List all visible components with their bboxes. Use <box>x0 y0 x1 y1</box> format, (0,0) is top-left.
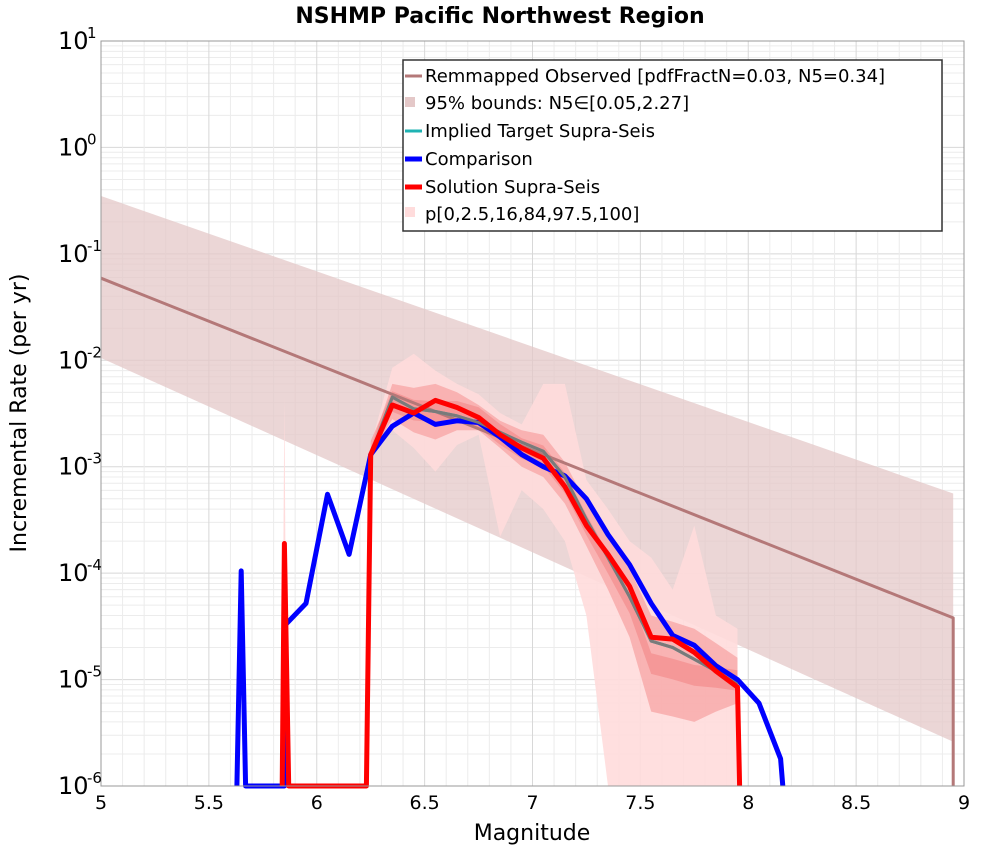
legend-label: Implied Target Supra-Seis <box>425 121 655 142</box>
x-tick-label: 5 <box>95 792 107 814</box>
plot-frame <box>100 40 965 787</box>
y-tick-label: 10-3 <box>58 450 102 481</box>
legend-item-implied-target: Implied Target Supra-Seis <box>405 121 655 142</box>
legend-item-95-bounds: 95% bounds: N5∈[0.05,2.27] <box>405 93 689 114</box>
y-tick-base: 10 <box>58 240 89 268</box>
y-tick-exponent: -3 <box>87 450 102 468</box>
y-tick-base: 10 <box>58 346 89 374</box>
x-tick-label: 5.5 <box>194 792 224 814</box>
legend-label: Remmapped Observed [pdfFractN=0.03, N5=0… <box>425 66 885 87</box>
y-tick-exponent: 0 <box>87 130 97 148</box>
x-tick-label: 6 <box>311 792 323 814</box>
chart-title: NSHMP Pacific Northwest Region <box>295 4 704 29</box>
y-tick-exponent: -6 <box>87 769 102 787</box>
y-tick-base: 10 <box>58 559 89 587</box>
y-tick-label: 100 <box>58 130 97 161</box>
x-tick-label: 8.5 <box>841 792 871 814</box>
legend-item-comparison: Comparison <box>405 149 533 170</box>
legend-item-percentiles: p[0,2.5,16,84,97.5,100] <box>405 204 639 225</box>
y-tick-exponent: -1 <box>87 237 102 255</box>
legend: Remmapped Observed [pdfFractN=0.03, N5=0… <box>402 59 943 232</box>
y-axis-label: Incremental Rate (per yr) <box>7 274 32 553</box>
x-tick-label: 9 <box>958 792 970 814</box>
y-tick-base: 10 <box>58 27 89 55</box>
y-tick-base: 10 <box>58 133 89 161</box>
y-tick-label: 10-2 <box>58 343 102 374</box>
y-tick-base: 10 <box>58 453 89 481</box>
legend-box <box>402 59 943 232</box>
x-tick-label: 7 <box>526 792 538 814</box>
y-tick-exponent: 1 <box>87 24 97 42</box>
x-tick-label: 6.5 <box>410 792 440 814</box>
legend-item-solution: Solution Supra-Seis <box>405 177 600 198</box>
y-tick-label: 10-1 <box>58 237 102 268</box>
x-tick-label: 7.5 <box>625 792 655 814</box>
y-tick-exponent: -5 <box>87 663 102 681</box>
legend-swatch <box>405 207 415 217</box>
y-tick-base: 10 <box>58 666 89 694</box>
y-tick-label: 10-5 <box>58 663 102 694</box>
band-percentile-mid <box>370 383 738 722</box>
x-axis-ticks: 5 5.5 6 6.5 7 7.5 8 8.5 9 <box>95 792 970 814</box>
legend-item-remapped-observed: Remmapped Observed [pdfFractN=0.03, N5=0… <box>405 66 885 87</box>
legend-label: p[0,2.5,16,84,97.5,100] <box>425 204 639 225</box>
series-lines <box>100 276 955 789</box>
legend-label: Solution Supra-Seis <box>425 177 600 198</box>
legend-label: Comparison <box>425 149 533 170</box>
y-tick-exponent: -2 <box>87 343 102 361</box>
x-axis-label: Magnitude <box>474 821 591 846</box>
x-tick-label: 8 <box>742 792 754 814</box>
series-solution <box>279 397 743 789</box>
legend-label: 95% bounds: N5∈[0.05,2.27] <box>425 93 689 114</box>
y-tick-exponent: -4 <box>87 556 102 574</box>
y-tick-base: 10 <box>58 772 89 800</box>
y-tick-label: 10-4 <box>58 556 102 587</box>
series-implied-target-overlay <box>369 395 739 686</box>
series-remapped-observed <box>100 276 955 786</box>
y-tick-label: 101 <box>58 24 97 55</box>
y-tick-label: 10-6 <box>58 769 102 800</box>
legend-swatch <box>405 97 415 107</box>
